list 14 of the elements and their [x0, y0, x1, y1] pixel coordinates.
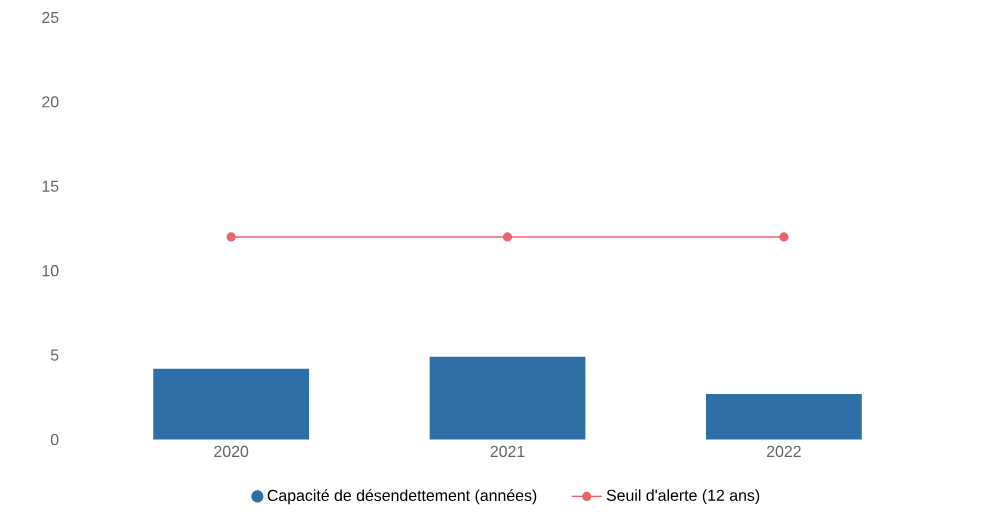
x-tick-label: 2020 — [214, 445, 249, 458]
y-tick-label: 20 — [42, 96, 59, 108]
y-tick-label: 5 — [50, 349, 59, 361]
bar — [153, 368, 310, 440]
bar — [429, 356, 586, 440]
y-tick-label: 15 — [42, 180, 59, 192]
y-tick-label: 0 — [50, 433, 59, 446]
bar — [706, 393, 862, 440]
legend-label: Seuil d'alerte (12 ans) — [606, 489, 760, 505]
y-tick-label: 10 — [42, 265, 59, 277]
y-tick-label: 25 — [42, 11, 59, 24]
x-tick-label: 2021 — [490, 445, 525, 458]
legend-label: Capacité de désendettement (années) — [267, 489, 537, 505]
x-tick-label: 2022 — [767, 445, 801, 458]
